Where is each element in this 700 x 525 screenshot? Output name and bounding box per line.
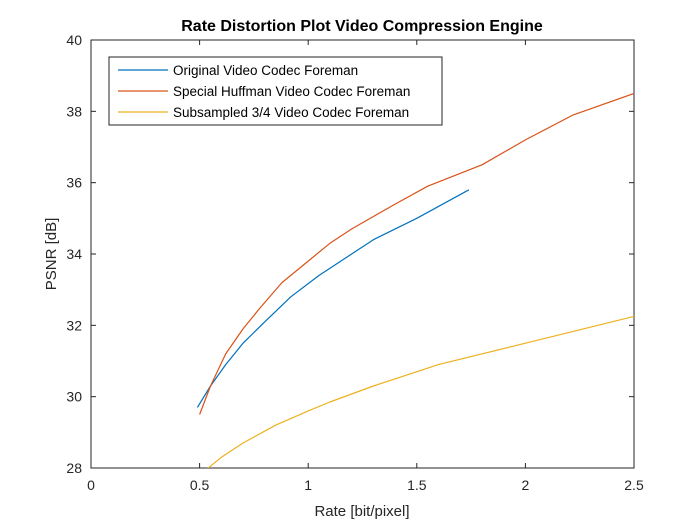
x-tick-label: 2.5 (624, 477, 644, 493)
x-tick-label: 0 (87, 477, 95, 493)
x-tick-label: 1 (304, 477, 312, 493)
series-lines (196, 92, 634, 468)
y-tick-label: 40 (66, 32, 82, 48)
x-tick-label: 1.5 (407, 477, 427, 493)
legend-label-original: Original Video Codec Foreman (173, 63, 358, 78)
y-tick-label: 34 (66, 246, 82, 262)
series-line-subsampled (207, 315, 634, 468)
legend-label-special-huffman: Special Huffman Video Codec Foreman (173, 84, 410, 99)
legend-label-subsampled: Subsampled 3/4 Video Codec Foreman (173, 105, 409, 120)
chart-title: Rate Distortion Plot Video Compression E… (181, 18, 543, 35)
x-axis-label: Rate [bit/pixel] (314, 503, 409, 520)
x-tick-label: 2 (522, 477, 530, 493)
y-tick-label: 30 (66, 389, 82, 405)
y-tick-label: 38 (66, 103, 82, 119)
y-tick-label: 32 (66, 317, 82, 333)
y-axis-label: PSNR [dB] (43, 218, 60, 291)
series-line-original (196, 189, 470, 408)
y-tick-label: 36 (66, 175, 82, 191)
y-tick-label: 28 (66, 460, 82, 476)
axis-ticks: 0 0.5 1 1.5 2 2.5 28 30 32 34 36 38 40 (66, 32, 644, 493)
x-tick-label: 0.5 (190, 477, 210, 493)
series-line-special-huffman (199, 92, 634, 415)
legend: Original Video Codec Foreman Special Huf… (108, 56, 443, 126)
